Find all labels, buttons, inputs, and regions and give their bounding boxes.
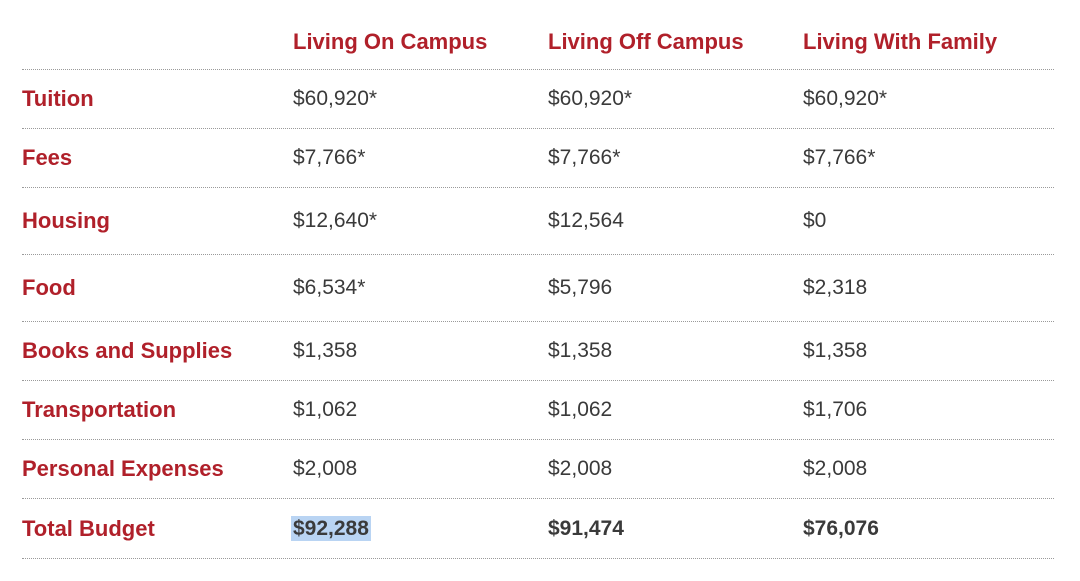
table-cell: $1,062 [293,398,358,421]
table-cell: $1,706 [803,398,868,421]
row-label: Books and Supplies [22,338,233,363]
table-row: Fees $7,766* $7,766* $7,766* [22,129,1054,188]
table-row: Books and Supplies $1,358 $1,358 $1,358 [22,322,1054,381]
table-cell: $5,796 [548,276,613,299]
total-cell-with-family: $76,076 [803,516,879,540]
table-cell: $1,358 [293,339,358,362]
total-cell-off-campus: $91,474 [548,516,624,540]
table-cell: $1,358 [548,339,613,362]
table-cell: $60,920* [548,87,633,110]
total-cell-on-campus: $92,288 [291,515,548,541]
table-cell: $2,008 [293,457,358,480]
table-cell: $0 [803,209,827,232]
table-cell: $2,008 [548,457,613,480]
table-cell: $1,358 [803,339,868,362]
table-cell: $2,318 [803,276,868,299]
row-label: Fees [22,145,73,170]
total-label: Total Budget [22,515,155,541]
cost-table: Living On Campus Living Off Campus Livin… [22,0,1054,559]
table-row: Housing $12,640* $12,564 $0 [22,188,1054,255]
row-label: Housing [22,208,110,233]
row-label: Food [22,275,76,300]
table-cell: $60,920* [293,87,378,110]
table-header-row: Living On Campus Living Off Campus Livin… [22,0,1054,70]
column-header-off-campus: Living Off Campus [548,29,744,54]
table-cell: $7,766* [293,146,366,169]
column-header-with-family: Living With Family [803,29,998,54]
selected-text[interactable]: $92,288 [291,515,371,541]
row-label: Transportation [22,397,177,422]
table-cell: $1,062 [548,398,613,421]
table-cell: $7,766* [548,146,621,169]
row-label: Tuition [22,86,94,111]
table-row: Food $6,534* $5,796 $2,318 [22,255,1054,322]
table-cell: $2,008 [803,457,868,480]
table-cell: $7,766* [803,146,876,169]
table-cell: $12,564 [548,209,624,232]
row-label: Personal Expenses [22,456,224,481]
total-row: Total Budget $92,288 $91,474 $76,076 [22,499,1054,559]
table-row: Personal Expenses $2,008 $2,008 $2,008 [22,440,1054,499]
table-row: Tuition $60,920* $60,920* $60,920* [22,70,1054,129]
column-header-on-campus: Living On Campus [293,29,488,54]
table-row: Transportation $1,062 $1,062 $1,706 [22,381,1054,440]
table-cell: $60,920* [803,87,888,110]
table-cell: $12,640* [293,209,378,232]
table-cell: $6,534* [293,276,366,299]
